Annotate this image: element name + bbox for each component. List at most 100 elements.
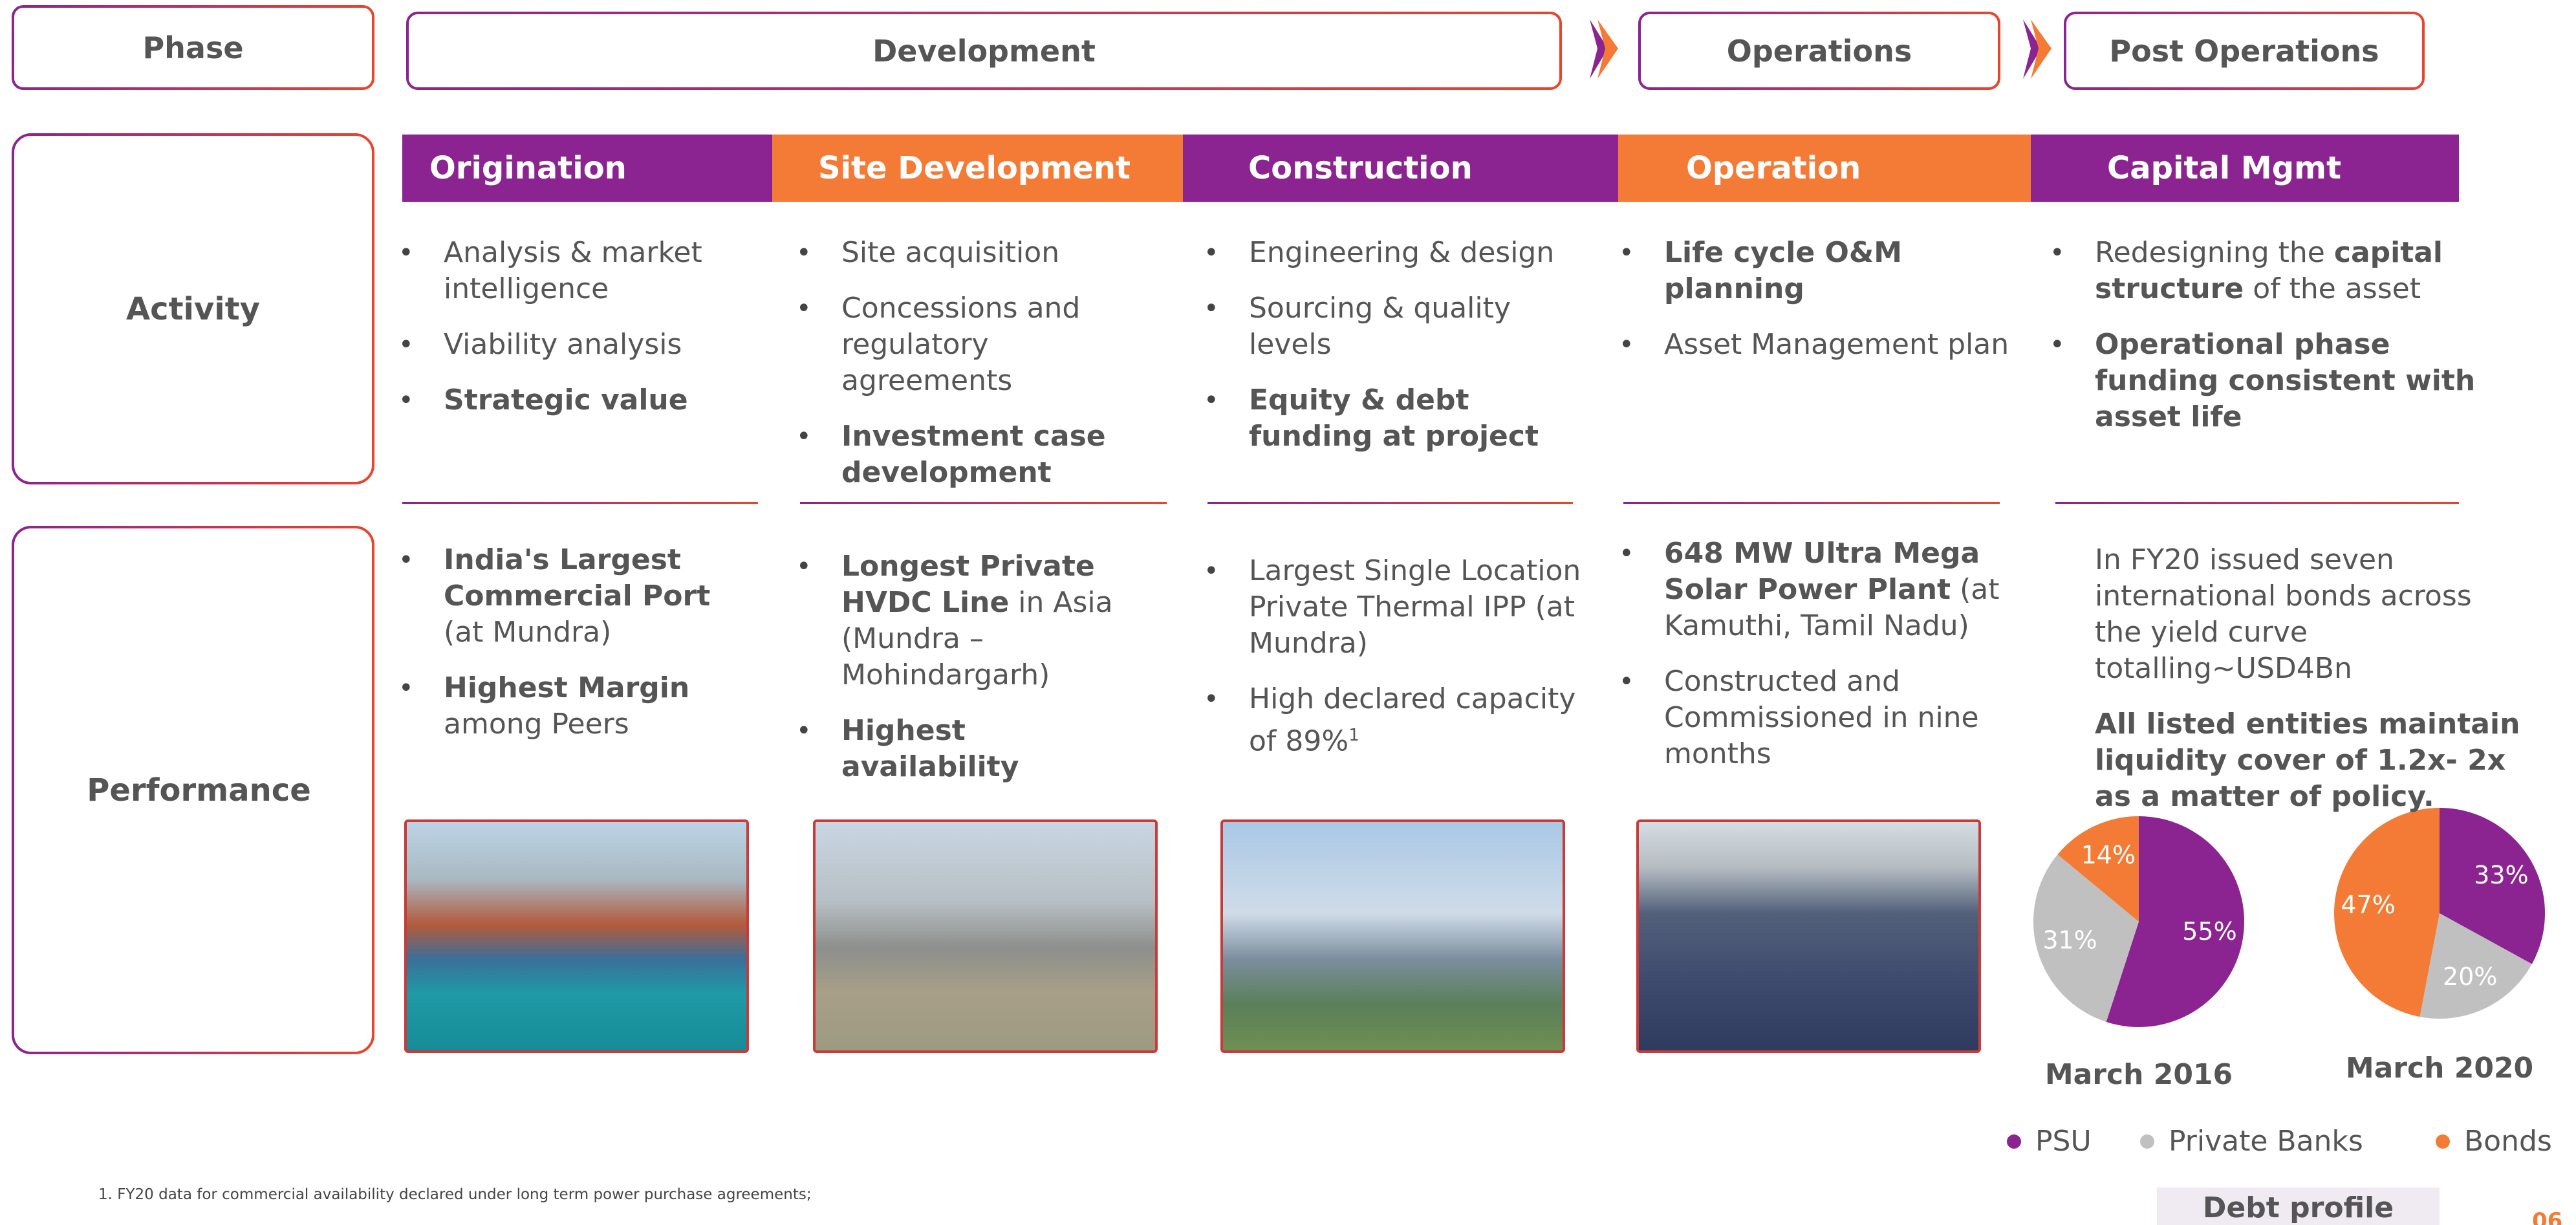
text-run: Redesigning the xyxy=(2095,236,2334,269)
text-run: All listed entities maintain liquidity c… xyxy=(2095,708,2520,813)
column-header: Capital Mgmt xyxy=(2107,150,2342,186)
text-run: Viability analysis xyxy=(444,328,682,361)
legend-label: PSU xyxy=(2035,1125,2092,1158)
text-run: Life cycle O&M planning xyxy=(1664,236,1903,305)
text-run: Constructed and Commissioned in nine mon… xyxy=(1664,665,1979,770)
column-header: Operation xyxy=(1686,150,1861,186)
phase-box xyxy=(12,5,374,90)
activity-list: Site acquisition Concessions and regulato… xyxy=(796,235,1126,510)
debt-profile-title: Debt profile xyxy=(2202,1191,2394,1224)
port-photo xyxy=(404,819,749,1053)
activity-box xyxy=(12,133,374,484)
text-run: 1 xyxy=(1348,726,1359,745)
performance-list: In FY20 issued seven international bonds… xyxy=(2095,542,2522,834)
text-run: Sourcing & quality levels xyxy=(1249,292,1511,361)
page-number: 06 xyxy=(2532,1208,2563,1225)
text-run: (at Kamuthi, Tamil Nadu) xyxy=(1664,573,2000,642)
activity-label: Activity xyxy=(126,290,260,327)
solar-photo xyxy=(1636,819,1981,1053)
footnote: 1. FY20 data for commercial availability… xyxy=(98,1186,812,1203)
text-run: In FY20 issued seven international bonds… xyxy=(2095,543,2472,685)
pie-slice xyxy=(2057,816,2139,922)
activity-list: Redesigning the capital structure of the… xyxy=(2050,235,2522,455)
column-header: Construction xyxy=(1248,150,1473,186)
legend-label: Private Banks xyxy=(2169,1125,2363,1158)
performance-label: Performance xyxy=(87,772,311,808)
legend-label: Bonds xyxy=(2464,1125,2552,1158)
separator xyxy=(2055,502,2459,504)
activity-list: Engineering & design Sourcing & quality l… xyxy=(1204,235,1585,474)
list-item: Constructed and Commissioned in nine mon… xyxy=(1619,664,2026,772)
chevron xyxy=(1590,19,1608,79)
text-run: Asset Management plan xyxy=(1664,328,2009,361)
development-label: Development xyxy=(872,33,1096,69)
chevron xyxy=(1597,19,1618,79)
list-item: Highest Margin among Peers xyxy=(398,670,722,743)
operations-box xyxy=(1638,12,2000,90)
text-run: Longest Private HVDC Line xyxy=(841,550,1095,619)
list-item: Longest Private HVDC Line in Asia (Mundr… xyxy=(796,548,1126,693)
legend-marker xyxy=(2007,1134,2021,1149)
text-run: Strategic value xyxy=(444,384,688,417)
list-item: Viability analysis xyxy=(398,327,722,363)
list-item: Largest Single Location Private Thermal … xyxy=(1204,553,1585,662)
separator xyxy=(1207,502,1573,504)
pie-label: March 2016 xyxy=(2045,1058,2233,1091)
debt-profile-box xyxy=(2157,1187,2440,1225)
pie-slice xyxy=(2440,808,2545,964)
header-bar xyxy=(1183,135,1618,202)
list-item: Redesigning the capital structure of the… xyxy=(2050,235,2522,307)
text-run: Equity & debt funding at project xyxy=(1249,384,1539,453)
list-item: High declared capacity of 89%1 xyxy=(1204,681,1585,760)
list-item: Analysis & market intelligence xyxy=(398,235,722,307)
column-header: Origination xyxy=(429,150,627,186)
text-run: among Peers xyxy=(444,708,629,741)
legend-marker xyxy=(2436,1134,2450,1149)
pie-value-label: 47% xyxy=(2341,891,2395,919)
text-run: Highest Margin xyxy=(444,671,690,704)
pie-value-label: 33% xyxy=(2474,861,2528,889)
performance-list: India's Largest Commercial Port (at Mund… xyxy=(398,542,722,762)
pie-slice xyxy=(2033,854,2139,1023)
pie-slice xyxy=(2419,913,2532,1019)
list-item: Investment case development xyxy=(796,418,1126,491)
text-run: Operational phase funding consistent wit… xyxy=(2095,328,2476,433)
pie-label: March 2020 xyxy=(2346,1052,2533,1085)
text-run: Highest availability xyxy=(841,714,1019,783)
text-run: Engineering & design xyxy=(1249,236,1555,269)
text-run: Investment case development xyxy=(841,420,1106,489)
pie-slice xyxy=(2106,816,2244,1027)
performance-list: Largest Single Location Private Thermal … xyxy=(1204,553,1585,779)
list-item: Life cycle O&M planning xyxy=(1619,235,2026,307)
list-item: Engineering & design xyxy=(1204,235,1585,271)
header-bar xyxy=(1618,135,2031,202)
text-run: (at Mundra) xyxy=(444,616,612,649)
pie-slice xyxy=(2334,808,2440,1017)
performance-box xyxy=(12,526,374,1054)
column-header: Site Development xyxy=(818,150,1131,186)
separator xyxy=(1623,502,2000,504)
list-item: Highest availability xyxy=(796,713,1126,785)
text-run: Site acquisition xyxy=(841,236,1060,269)
pie-value-label: 14% xyxy=(2081,841,2136,869)
development-box xyxy=(406,12,1562,90)
text-run: Largest Single Location Private Thermal … xyxy=(1249,554,1581,660)
activity-list: Analysis & market intelligence Viability … xyxy=(398,235,722,438)
list-item: In FY20 issued seven international bonds… xyxy=(2095,542,2522,687)
text-run: of the asset xyxy=(2244,272,2421,305)
list-item: Site acquisition xyxy=(796,235,1126,271)
list-item: Asset Management plan xyxy=(1619,327,2026,363)
pie-value-label: 20% xyxy=(2443,962,2497,991)
post-operations-box xyxy=(2064,12,2425,90)
header-bar xyxy=(2031,135,2459,202)
phase-label: Phase xyxy=(142,30,244,65)
separator xyxy=(800,502,1167,504)
hvdc-photo xyxy=(813,819,1158,1053)
header-bar xyxy=(772,135,1183,202)
thermal-photo xyxy=(1220,819,1565,1053)
list-item: 648 MW Ultra Mega Solar Power Plant (at … xyxy=(1619,536,2026,644)
list-item: Equity & debt funding at project xyxy=(1204,382,1585,455)
text-run: India's Largest Commercial Port xyxy=(444,543,711,612)
list-item: Sourcing & quality levels xyxy=(1204,290,1585,363)
